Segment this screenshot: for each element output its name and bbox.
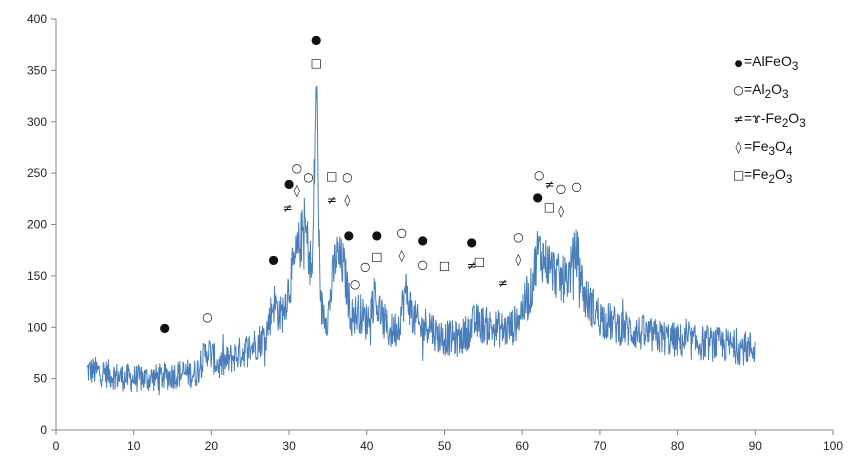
legend-label: =Al bbox=[744, 81, 765, 98]
y-tick-label: 50 bbox=[34, 372, 48, 386]
phase-marker: ≠ bbox=[467, 259, 477, 273]
legend-subscript: 3 bbox=[768, 144, 775, 158]
x-tick-label: 10 bbox=[127, 439, 141, 453]
y-tick-label: 150 bbox=[27, 269, 47, 283]
phase-marker: ○ bbox=[397, 226, 407, 240]
phase-marker: □ bbox=[439, 259, 450, 273]
legend-symbol: ◊ bbox=[735, 139, 742, 154]
legend-label-tail: O bbox=[771, 81, 782, 98]
x-tick-label: 50 bbox=[438, 439, 452, 453]
legend-subscript: 2 bbox=[764, 88, 772, 102]
x-tick-label: 100 bbox=[823, 439, 843, 453]
x-tick-label: 30 bbox=[282, 439, 296, 453]
legend-item: □=Fe2O3 bbox=[733, 163, 806, 191]
y-tick-label: 0 bbox=[40, 423, 47, 437]
phase-marker: ● bbox=[532, 190, 542, 204]
phase-marker: □ bbox=[474, 254, 485, 268]
phase-marker: ○ bbox=[556, 182, 566, 196]
legend-label: =AlFeO bbox=[744, 53, 792, 69]
phase-marker: ◊ bbox=[399, 248, 405, 262]
phase-marker: □ bbox=[371, 249, 382, 263]
phase-marker: ○ bbox=[571, 179, 581, 193]
series-line bbox=[86, 85, 756, 396]
x-tick-label: 70 bbox=[593, 439, 607, 453]
phase-marker: □ bbox=[326, 169, 337, 183]
x-tick-label: 80 bbox=[671, 439, 685, 453]
phase-marker: ≠ bbox=[544, 177, 554, 191]
legend-subscript: 4 bbox=[785, 144, 793, 158]
phase-marker: ≠ bbox=[498, 276, 508, 290]
x-tick-label: 20 bbox=[205, 439, 219, 453]
legend-item: ○=Al2O3 bbox=[733, 78, 806, 106]
phase-marker: ● bbox=[284, 176, 294, 190]
legend-subscript: 3 bbox=[785, 172, 793, 186]
legend-subscript: 2 bbox=[768, 172, 775, 186]
phase-marker: ○ bbox=[534, 168, 544, 182]
legend-subscript: 3 bbox=[799, 116, 806, 130]
x-axis-ticks: 0 10 20 30 40 50 60 70 80 90 100 bbox=[53, 430, 843, 453]
x-tick-label: 40 bbox=[360, 439, 374, 453]
phase-marker: ○ bbox=[303, 170, 313, 184]
phase-marker: ○ bbox=[202, 310, 212, 324]
phase-marker: □ bbox=[544, 200, 555, 214]
phase-marker: ● bbox=[344, 228, 354, 242]
phase-marker: ● bbox=[268, 252, 278, 266]
y-tick-label: 300 bbox=[27, 115, 47, 129]
phase-marker: ● bbox=[311, 33, 321, 47]
phase-marker: ○ bbox=[350, 277, 360, 291]
phase-marker: ≠ bbox=[327, 193, 337, 207]
legend-item: ● =AlFeO3 bbox=[733, 50, 806, 78]
legend-item: ≠=ɤ-Fe2O3 bbox=[733, 107, 806, 135]
phase-marker: ● bbox=[372, 228, 382, 242]
x-tick-label: 0 bbox=[53, 439, 60, 453]
legend-label: =Fe bbox=[744, 137, 769, 154]
phase-marker: ○ bbox=[513, 230, 523, 244]
phase-marker: ● bbox=[466, 235, 476, 249]
y-axis-ticks: 0 50 100 150 200 250 300 350 400 bbox=[27, 12, 56, 437]
phase-marker: ○ bbox=[418, 258, 428, 272]
legend-symbol: ≠ bbox=[733, 111, 744, 126]
phase-marker: ● bbox=[160, 320, 170, 334]
phase-marker: ○ bbox=[342, 170, 352, 184]
phase-marker: ○ bbox=[360, 260, 370, 274]
legend-item: ◊ =Fe3O4 bbox=[733, 135, 806, 163]
legend-label: =ɤ-Fe bbox=[744, 109, 782, 126]
legend-label-tail: O bbox=[788, 109, 800, 126]
legend-label-tail: O bbox=[775, 137, 786, 154]
y-tick-label: 400 bbox=[27, 12, 47, 26]
phase-annotations: ●○●●≠○◊○●□□≠○◊●○○●□○◊●○ □●≠□≠○◊○●≠□○◊○ bbox=[160, 33, 582, 335]
x-tick-label: 90 bbox=[749, 439, 763, 453]
phase-marker: ◊ bbox=[558, 204, 564, 218]
legend-subscript: 3 bbox=[791, 59, 799, 73]
phase-marker: ● bbox=[418, 233, 428, 247]
legend-symbol: ○ bbox=[733, 83, 744, 98]
phase-marker: □ bbox=[311, 56, 322, 70]
legend-label: =Fe bbox=[744, 166, 769, 183]
phase-marker: ◊ bbox=[515, 252, 521, 266]
x-tick-label: 60 bbox=[516, 439, 530, 453]
y-tick-label: 100 bbox=[27, 320, 47, 334]
phase-marker: ◊ bbox=[294, 184, 300, 198]
y-tick-label: 200 bbox=[27, 218, 47, 232]
legend-label-tail: O bbox=[775, 166, 786, 183]
legend-subscript: 2 bbox=[781, 116, 789, 130]
phase-marker: ◊ bbox=[344, 193, 350, 207]
legend-symbol: ● bbox=[734, 59, 743, 69]
y-tick-label: 350 bbox=[27, 63, 47, 77]
legend: ● =AlFeO3 ○=Al2O3 ≠=ɤ-Fe2O3 ◊ =Fe3O4 □=Fe2O3 bbox=[733, 50, 806, 191]
y-tick-label: 250 bbox=[27, 166, 47, 180]
phase-marker: ≠ bbox=[283, 201, 293, 215]
phase-marker: ○ bbox=[292, 161, 302, 175]
legend-symbol: □ bbox=[733, 168, 745, 183]
legend-subscript: 3 bbox=[782, 88, 789, 102]
